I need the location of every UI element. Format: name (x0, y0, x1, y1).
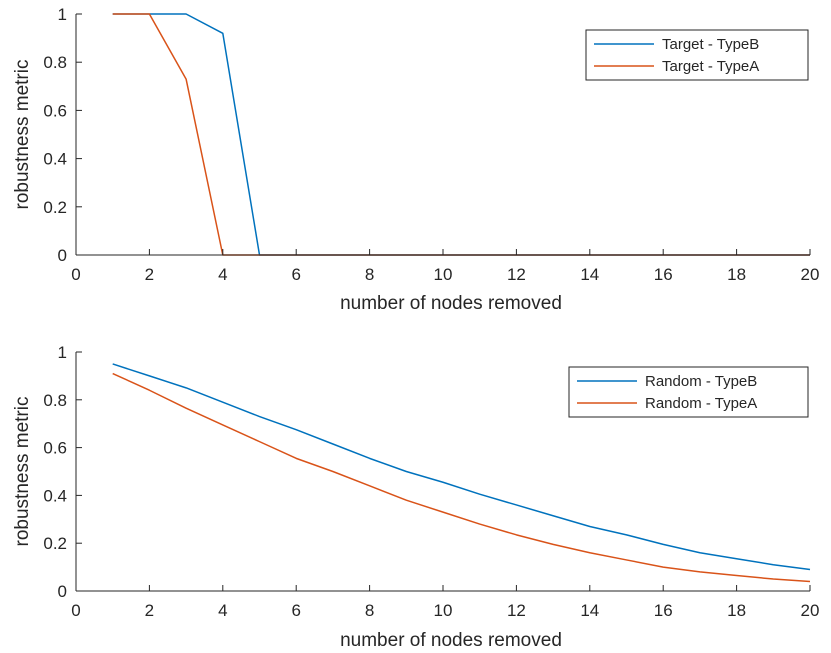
x-tick-label: 16 (654, 265, 673, 284)
x-tick-label: 2 (145, 265, 154, 284)
x-axis-title: number of nodes removed (340, 293, 562, 314)
legend-box (568, 366, 809, 418)
y-tick-label: 0 (58, 246, 67, 265)
x-tick-label: 4 (218, 265, 227, 284)
x-tick-label: 12 (507, 601, 526, 620)
legend-label: Random - TypeB (645, 373, 757, 390)
x-axis-title: number of nodes removed (340, 630, 562, 651)
y-tick-label: 1 (58, 343, 67, 362)
chart-target-removal: 0 2 4 6 8 10 12 14 16 18 20 0 0.2 0.4 0.6 0.8 1 number of… (12, 5, 819, 314)
x-tick-label: 6 (291, 265, 300, 284)
x-tick-label: 2 (145, 601, 154, 620)
y-tick-label: 0.8 (43, 391, 67, 410)
x-tick-label: 16 (654, 601, 673, 620)
x-tick-label: 20 (801, 265, 820, 284)
x-tick-label: 10 (434, 265, 453, 284)
y-tick-label: 0.6 (43, 439, 67, 458)
legend: Random - TypeB Random - TypeA (568, 366, 809, 418)
x-tick-label: 14 (580, 265, 599, 284)
x-tick-label: 6 (291, 601, 300, 620)
x-tick-label: 0 (71, 265, 80, 284)
x-tick-label: 0 (71, 601, 80, 620)
x-tick-label: 8 (365, 601, 374, 620)
chart-random-removal: 0 2 4 6 8 10 12 14 16 18 20 0 0.2 0.4 0.6 0.8 1 number of… (12, 343, 819, 651)
y-tick-label: 0 (58, 582, 67, 601)
x-tick-label: 12 (507, 265, 526, 284)
y-axis-title: robustness metric (12, 397, 33, 547)
x-tick-label: 8 (365, 265, 374, 284)
legend-label: Target - TypeA (662, 58, 759, 75)
legend-box (585, 29, 809, 81)
y-tick-label: 0.4 (43, 150, 67, 169)
y-tick-label: 0.6 (43, 101, 67, 120)
x-tick-label: 14 (580, 601, 599, 620)
y-tick-label: 1 (58, 5, 67, 24)
x-tick-label: 4 (218, 601, 227, 620)
x-tick-label: 10 (434, 601, 453, 620)
y-tick-label: 0.2 (43, 534, 67, 553)
y-tick-label: 0.2 (43, 198, 67, 217)
series-line-typea (112, 372, 811, 583)
x-tick-label: 20 (801, 601, 820, 620)
y-axis-title: robustness metric (12, 60, 33, 210)
legend: Target - TypeB Target - TypeA (585, 29, 809, 81)
x-tick-label: 18 (727, 601, 746, 620)
x-tick-label: 18 (727, 265, 746, 284)
y-tick-label: 0.4 (43, 486, 67, 505)
legend-label: Target - TypeB (662, 36, 759, 53)
series-line-typeb (112, 363, 811, 571)
y-tick-label: 0.8 (43, 53, 67, 72)
legend-label: Random - TypeA (645, 395, 757, 412)
